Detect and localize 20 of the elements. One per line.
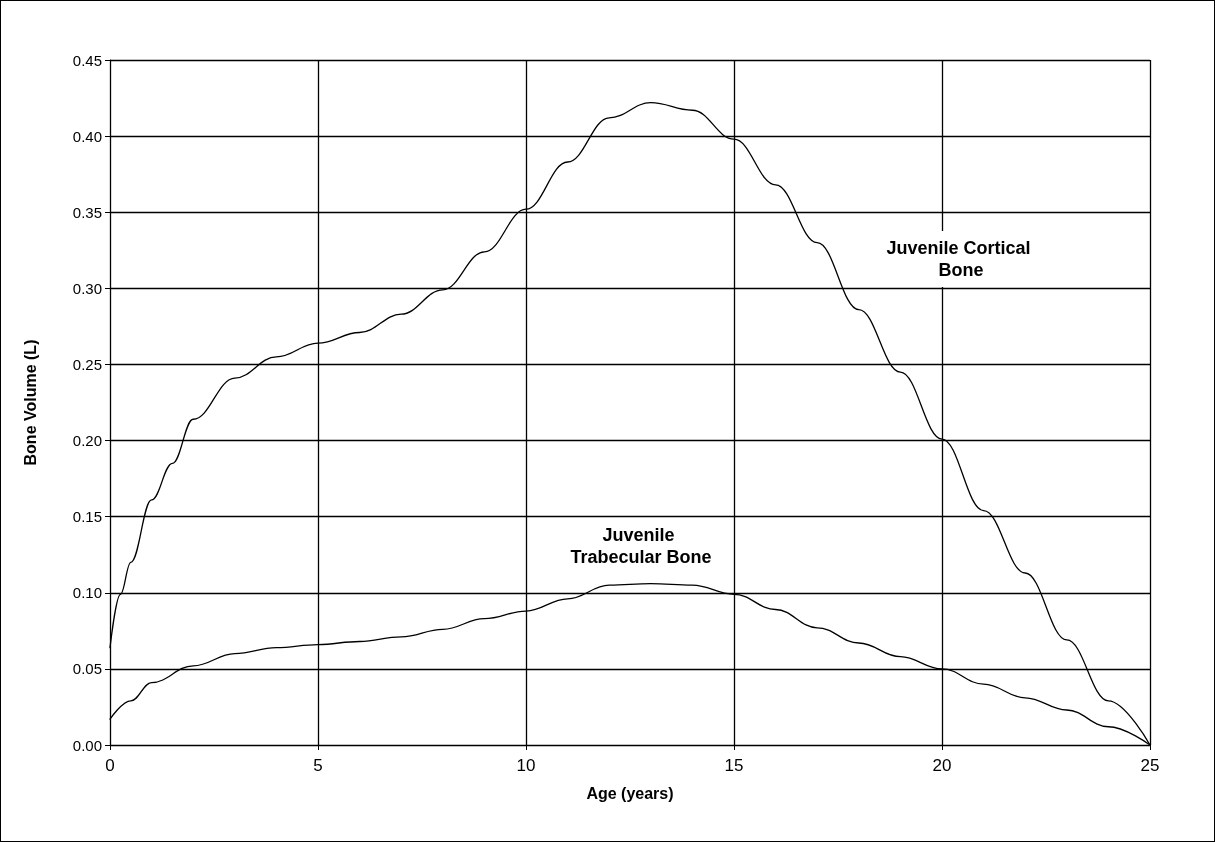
x-tick-label: 25 xyxy=(1140,756,1160,775)
y-tick-label: 0.35 xyxy=(72,203,102,221)
y-tick-label: 0.20 xyxy=(72,432,102,450)
y-tick-label: 0.25 xyxy=(72,355,102,373)
y-tick-label: 0.00 xyxy=(72,736,102,754)
x-tick-label: 20 xyxy=(932,756,952,775)
y-tick-label: 0.10 xyxy=(72,584,102,602)
annotation: Juvenile Cortical Bone xyxy=(886,238,1036,280)
annotation: Juvenile Trabecular Bone xyxy=(570,525,712,567)
y-tick-label: 0.15 xyxy=(72,508,102,526)
x-tick-label: 15 xyxy=(724,756,744,775)
y-tick-label: 0.30 xyxy=(72,279,102,297)
y-axis-title: Bone Volume (L) xyxy=(21,339,39,466)
x-axis-title: Age (years) xyxy=(586,784,674,802)
x-tick-label: 10 xyxy=(516,756,536,775)
y-tick-label: 0.45 xyxy=(72,51,102,69)
x-tick-label: 0 xyxy=(105,756,115,775)
x-tick-label: 5 xyxy=(313,756,323,775)
y-tick-label: 0.05 xyxy=(72,660,102,678)
y-tick-label: 0.40 xyxy=(72,127,102,145)
